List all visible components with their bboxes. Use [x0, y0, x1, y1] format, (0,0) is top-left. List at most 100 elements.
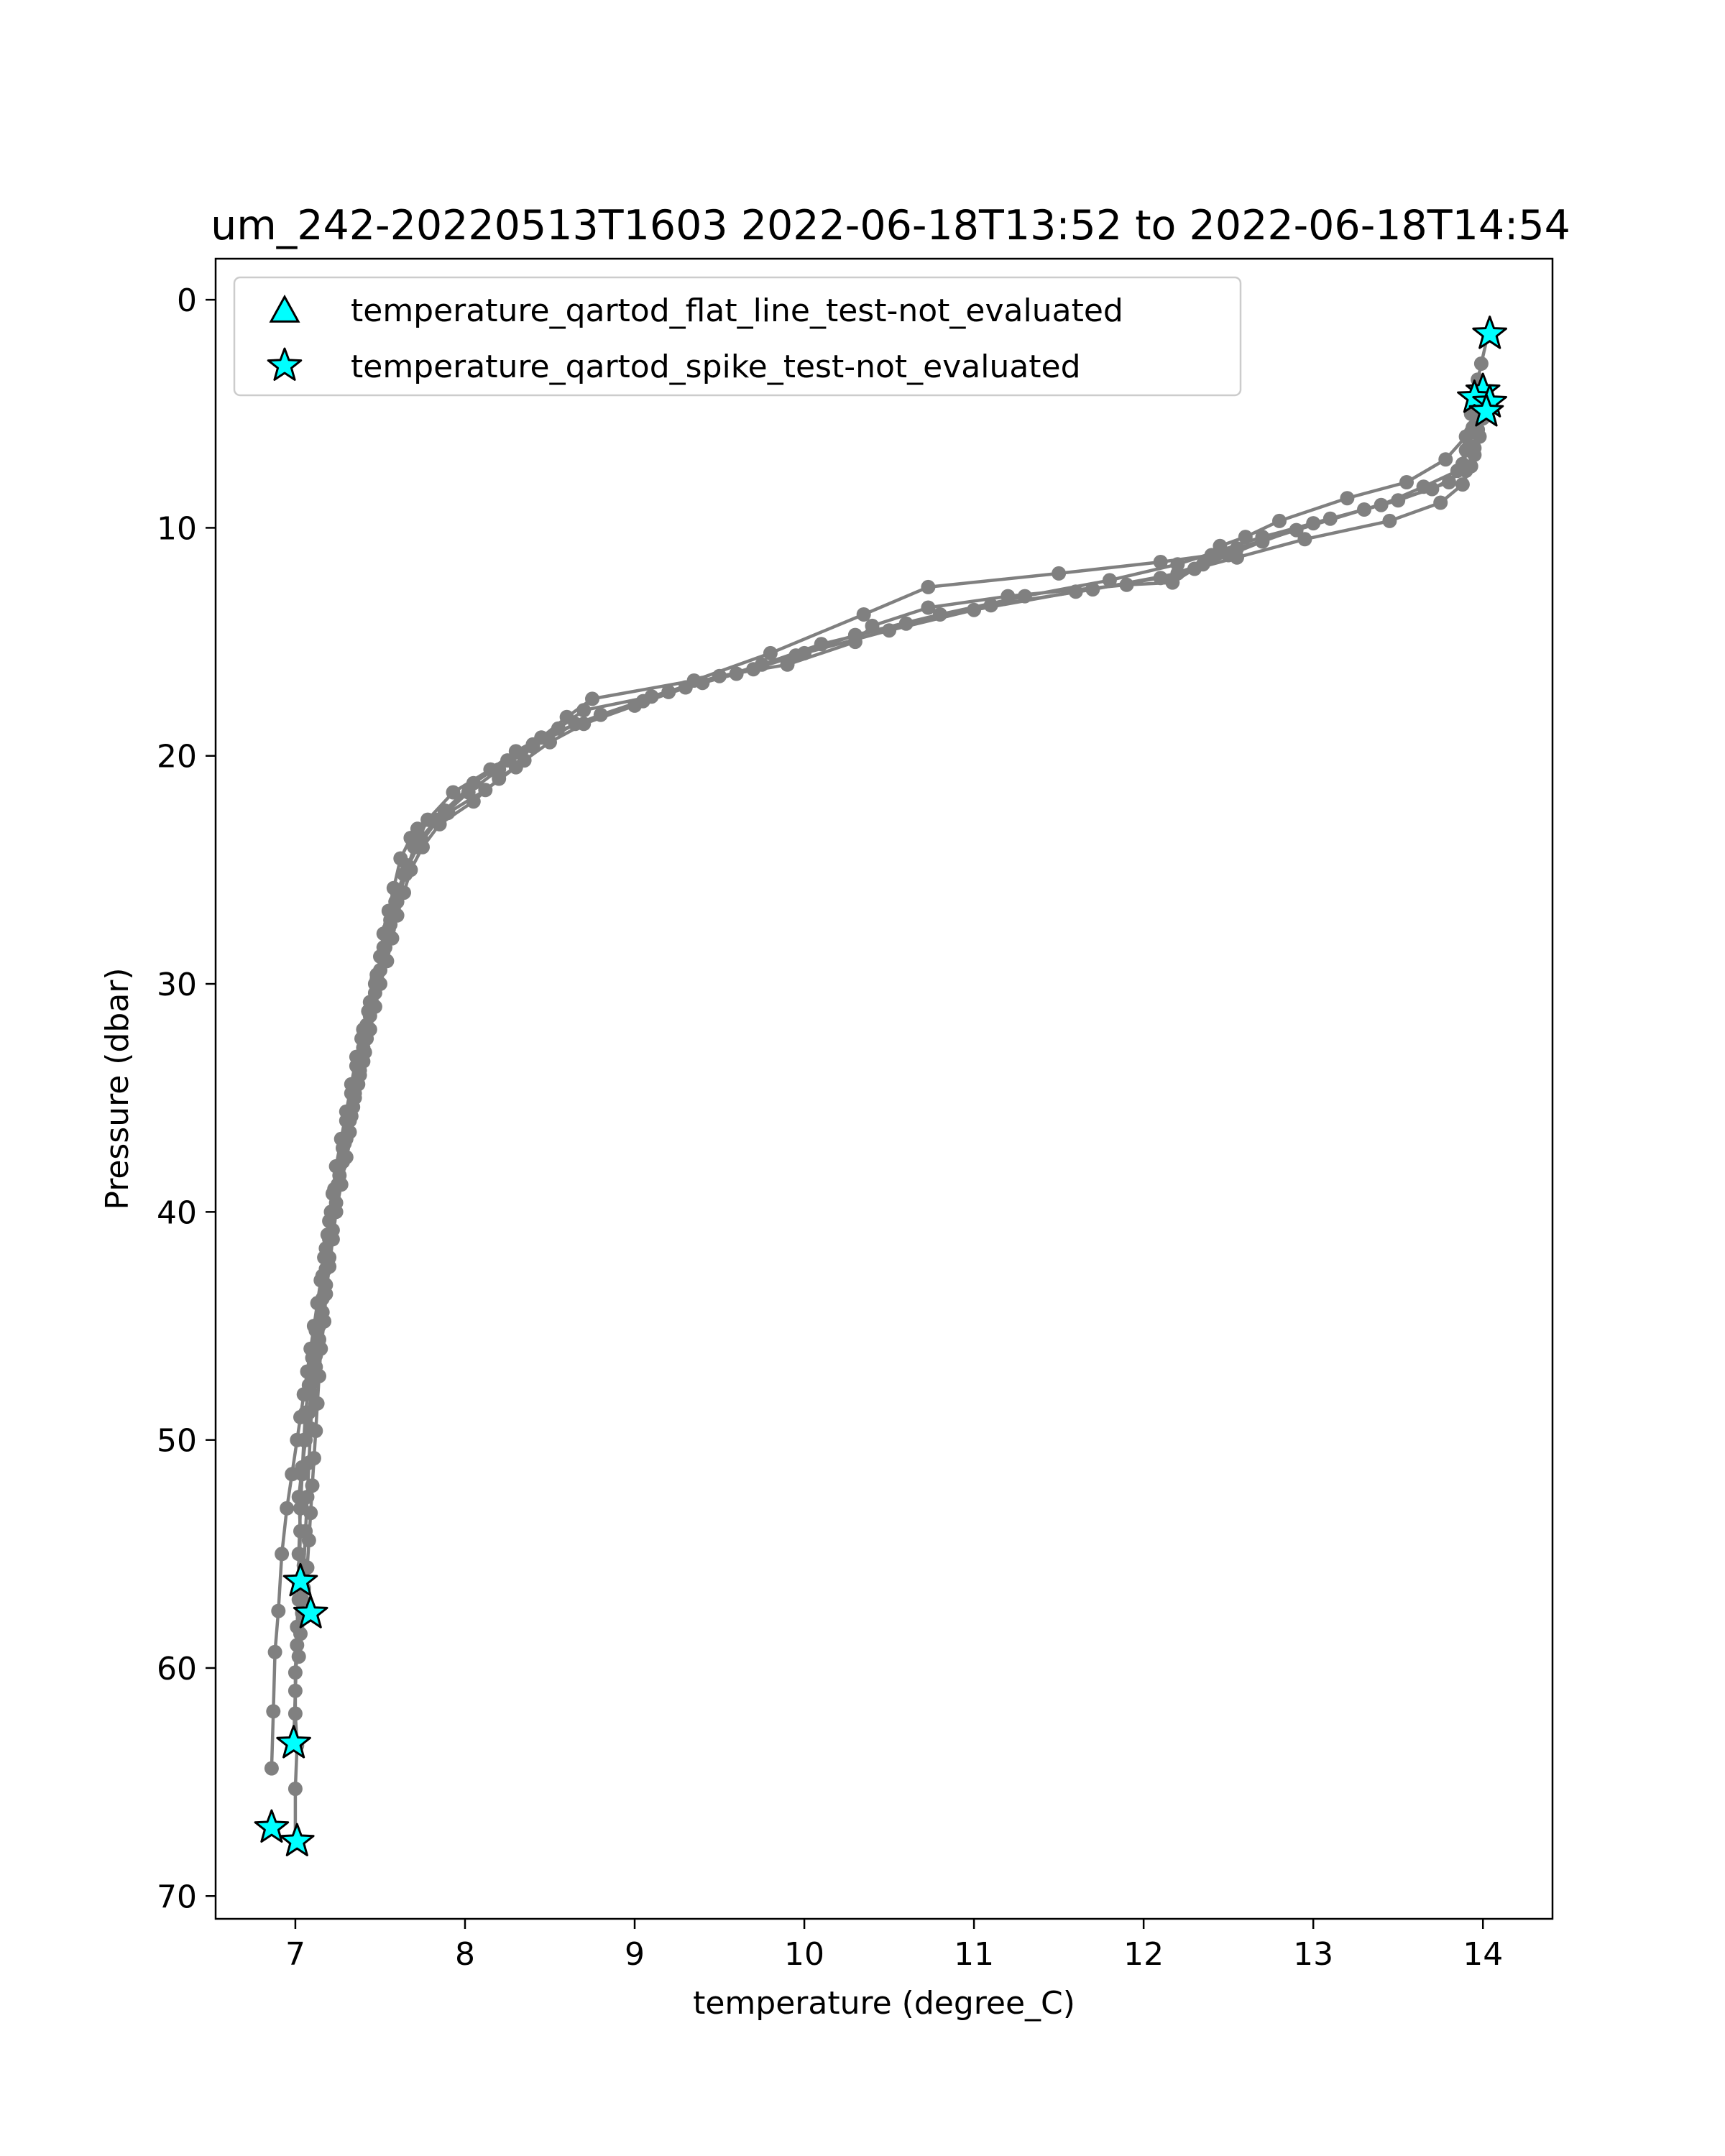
profile-point	[332, 1168, 347, 1183]
profile-point	[325, 1222, 340, 1238]
spike-test-marker	[293, 1595, 328, 1628]
profile-point	[1442, 475, 1456, 489]
y-tick-label: 20	[157, 739, 197, 775]
profile-point	[635, 694, 650, 709]
profile-point	[305, 1387, 320, 1402]
profile-point	[1322, 511, 1338, 526]
profile-point	[295, 1592, 310, 1607]
profile-point	[1085, 582, 1100, 597]
chart-title: um_242-20220513T1603 2022-06-18T13:52 to…	[211, 202, 1570, 249]
profile-point	[361, 1004, 376, 1019]
x-tick-label: 7	[285, 1936, 305, 1973]
profile-point	[1102, 573, 1117, 588]
profile-point	[1255, 530, 1270, 545]
profile-point	[1467, 441, 1482, 456]
profile-point	[568, 717, 583, 732]
x-axis: 7 8 9 10 11 12 13 14	[285, 1919, 1503, 1973]
profile-point	[1153, 555, 1168, 569]
profile-point	[312, 1332, 326, 1347]
profile-point	[585, 691, 599, 706]
profile-point	[898, 616, 914, 631]
profile-point	[1230, 550, 1244, 565]
profile-point	[303, 1421, 318, 1436]
spike-test-marker	[276, 1725, 311, 1759]
profile-point	[339, 1113, 354, 1128]
y-tick-label: 60	[157, 1651, 197, 1687]
profile-point	[264, 1761, 279, 1776]
profile-point	[374, 949, 390, 964]
profile-point	[295, 1467, 310, 1482]
profile-point	[921, 600, 936, 615]
profile-point	[1399, 475, 1414, 489]
profile-point	[755, 657, 770, 672]
profile-point	[517, 753, 532, 768]
profile-point	[354, 1031, 369, 1046]
profile-point	[280, 1501, 295, 1516]
profile-point	[410, 839, 425, 854]
plot-area	[214, 257, 1554, 1920]
profile-point	[288, 1782, 303, 1797]
profile-point	[431, 812, 446, 827]
profile-point	[921, 579, 936, 594]
x-tick-label: 14	[1463, 1936, 1503, 1973]
profile-point	[275, 1547, 290, 1562]
x-tick-label: 10	[784, 1936, 824, 1973]
legend-label: temperature_qartod_spike_test-not_evalua…	[351, 349, 1081, 385]
profile-point	[288, 1683, 303, 1698]
profile-point	[492, 762, 507, 777]
profile-point	[525, 740, 540, 754]
profile-point	[1473, 356, 1489, 371]
spike-test-marker	[1468, 393, 1504, 427]
spike-test-marker	[254, 1809, 290, 1843]
y-tick-label: 30	[157, 967, 197, 1003]
profile-point	[1297, 532, 1312, 547]
spike-test-marker	[1472, 315, 1507, 349]
profile-point	[983, 598, 998, 613]
profile-point	[291, 1547, 306, 1562]
profile-point	[296, 1432, 311, 1447]
y-tick-label: 50	[157, 1423, 197, 1460]
profile-point	[1340, 491, 1355, 506]
plot-background	[216, 259, 1552, 1919]
profile-point	[271, 1603, 286, 1618]
profile-point	[1213, 543, 1228, 558]
profile-point	[814, 637, 829, 652]
x-tick-label: 13	[1293, 1936, 1333, 1973]
profile-point	[397, 867, 411, 882]
legend-star-icon	[267, 347, 303, 381]
marker-layer	[254, 315, 1507, 1856]
profile-point	[1382, 513, 1397, 528]
profile-point	[1471, 423, 1486, 437]
spike-test-marker	[280, 1823, 315, 1856]
profile-point	[344, 1086, 359, 1101]
profile-point	[285, 1467, 300, 1482]
profile-point	[500, 753, 515, 768]
x-tick-label: 12	[1123, 1936, 1164, 1973]
y-tick-label: 10	[157, 510, 197, 547]
x-tick-label: 8	[455, 1936, 475, 1973]
x-tick-label: 11	[954, 1936, 994, 1973]
profile-point	[1455, 477, 1470, 492]
y-tick-label: 40	[157, 1194, 197, 1231]
profile-point	[298, 1524, 313, 1539]
profile-point	[1052, 566, 1067, 581]
profile-point	[461, 785, 476, 800]
x-tick-label: 9	[625, 1936, 645, 1973]
profile-point	[318, 1277, 334, 1292]
profile-point	[1433, 495, 1448, 510]
y-tick-label: 0	[177, 282, 197, 319]
profile-point	[290, 1638, 305, 1653]
profile-point	[266, 1704, 281, 1719]
profile-point	[446, 785, 461, 800]
profile-point	[1170, 566, 1185, 581]
profile-point	[267, 1644, 282, 1659]
profile-point	[381, 921, 396, 936]
profile-5	[295, 404, 1491, 1607]
profile-point	[322, 1250, 337, 1265]
profile-point	[336, 1141, 350, 1156]
profile-point	[1272, 513, 1287, 528]
profile-point	[301, 1455, 316, 1470]
legend-label: temperature_qartod_flat_line_test-not_ev…	[351, 292, 1123, 329]
profile-point	[576, 703, 592, 718]
